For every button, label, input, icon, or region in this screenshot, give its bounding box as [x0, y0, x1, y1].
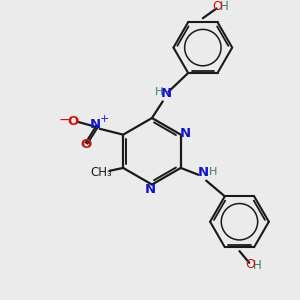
- Text: O: O: [80, 138, 92, 151]
- Text: N: N: [90, 118, 101, 131]
- Text: O: O: [68, 116, 79, 128]
- Text: H: H: [154, 87, 163, 97]
- Text: N: N: [180, 127, 191, 140]
- Text: H: H: [253, 259, 261, 272]
- Text: −: −: [58, 113, 70, 127]
- Text: N: N: [198, 166, 209, 179]
- Text: +: +: [100, 114, 109, 124]
- Text: H: H: [209, 167, 217, 177]
- Text: CH₃: CH₃: [91, 166, 112, 179]
- Text: N: N: [144, 183, 156, 196]
- Text: O: O: [213, 0, 222, 13]
- Text: O: O: [245, 258, 255, 271]
- Text: N: N: [161, 87, 172, 100]
- Text: H: H: [220, 0, 229, 13]
